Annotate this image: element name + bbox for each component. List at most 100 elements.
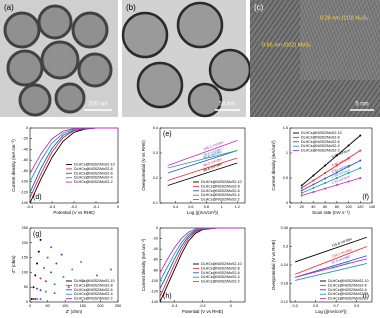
x-tick-label: 20 [300, 205, 304, 209]
slope-annotation: 98.3 mV/dec [203, 157, 223, 168]
scale-bar-label: 200 nm [88, 102, 108, 108]
x-axis-label: Log (j(mA/cm²)) [187, 210, 219, 215]
legend-label: DLHCs@Ni3S2/MoS2-10 [328, 279, 369, 283]
y-tick-label: 1 [286, 151, 288, 155]
x-tick-label: 100 [62, 304, 68, 308]
panel-label: (h) [163, 293, 172, 300]
y-axis-label: -Z'' (ohm) [11, 255, 16, 274]
series-line [167, 162, 238, 186]
legend-label: DLHCs@Ni3S2/MoS2-6 [201, 189, 240, 193]
x-axis-label: Potential (V vs RHE) [182, 309, 224, 314]
series-line [301, 167, 361, 194]
y-axis-label: Current density (mA cm⁻²) [11, 139, 16, 192]
slope-annotation: 108.1 mV/dec [203, 140, 225, 151]
x-tick-label: -0.4 [27, 205, 34, 209]
data-point [359, 159, 362, 162]
x-tick-label: 250 [115, 304, 121, 308]
slope-annotation: 115.8 mV/dec [331, 237, 353, 248]
data-point [347, 165, 350, 168]
data-point [34, 274, 37, 277]
legend-label: DLHCs@Ni3S2/MoS2-8 [74, 167, 113, 171]
legend-label: DLHCs@Ni3S2/MoS2-6 [74, 288, 113, 292]
legend-label: DLHCs@Ni3S2/MoS2-6 [301, 140, 340, 144]
series-line [301, 150, 361, 189]
data-point [324, 187, 327, 190]
y-axis-label: Overpotential (V vs RHE) [271, 239, 276, 290]
data-point [43, 266, 46, 269]
legend-label: DLHCs@Ni3S2/MoS2-4 [201, 275, 240, 279]
data-point [347, 172, 350, 174]
legend-label: DLHCs@Ni3S2/MoS2-6 [201, 271, 240, 275]
y-tick-label: 0.1 [153, 201, 158, 205]
data-point [50, 246, 53, 249]
data-point [335, 171, 338, 174]
series-line [301, 177, 361, 196]
x-axis-label: Scan rate (mV s⁻¹) [312, 210, 350, 215]
data-point [55, 262, 58, 265]
chart: 0 50 100 150 200 250 0 50 100 150 200 250 Z' (ohm) -Z… [11, 226, 121, 314]
x-tick-label: -0.2 [71, 205, 78, 209]
data-point [324, 164, 327, 167]
lattice-annotation: 0.65 nm (002) MoS₂ [262, 42, 311, 48]
y-tick-label: -100 [150, 279, 158, 283]
y-tick-label: 200 [22, 241, 28, 245]
x-tick-label: 0.8 [204, 205, 209, 209]
slope-annotation: 98.8 mV/dec [203, 162, 223, 173]
y-tick-label: -40 [23, 147, 29, 151]
y-tick-label: 1.5 [283, 126, 288, 130]
slope-annotation: 5.99 mF/cm² [331, 148, 352, 159]
data-point [60, 253, 63, 256]
series-line [294, 246, 368, 275]
legend-label: DLHCs@Ni3S2/MoS2-10 [74, 162, 115, 166]
slope-annotation: 3.91 mF/cm² [331, 163, 352, 174]
data-point [335, 184, 338, 186]
data-point [312, 191, 315, 193]
legend-label: DLHCs@Ni3S2/MoS2-10 [201, 180, 242, 184]
series-line [295, 263, 367, 281]
data-point [32, 298, 35, 301]
data-point [335, 154, 338, 157]
y-tick-label: 0.36 [281, 226, 288, 230]
scale-bar-label: 50 nm [219, 102, 236, 108]
x-tick-label: 120 [357, 205, 363, 209]
x-tick-label: 1 [221, 205, 223, 209]
plot-frame [29, 227, 119, 303]
series-line [167, 150, 238, 174]
x-tick-label: 0 [117, 205, 119, 209]
x-axis-label: Log (j(mA/cm²)) [315, 309, 347, 314]
y-tick-label: -100 [20, 180, 28, 184]
legend-label: DLHCs@Ni3S2/MoS2-6 [328, 288, 367, 292]
panel-label: (g) [33, 231, 42, 238]
x-tick-label: 80 [335, 205, 339, 209]
series-line [301, 160, 361, 191]
legend-label: DLHCs@Ni3S2/MoS2-4 [328, 292, 367, 296]
data-point [39, 289, 42, 292]
scale-bar-label: 5 nm [355, 102, 368, 108]
legend-label: DLHCs@Ni3S2/MoS2-4 [74, 176, 113, 180]
y-tick-label: 0.3 [153, 151, 158, 155]
data-point [32, 286, 35, 289]
series-line [167, 140, 238, 166]
data-point [347, 157, 350, 159]
data-point [30, 298, 33, 301]
y-tick-label: 100 [22, 270, 28, 274]
data-point [312, 187, 315, 189]
x-tick-label: 0 [29, 304, 31, 308]
y-tick-label: 0.5 [283, 176, 288, 180]
data-point [324, 172, 327, 174]
x-tick-label: 60 [323, 205, 327, 209]
data-point [44, 290, 47, 293]
y-tick-label: 0.2 [153, 176, 158, 180]
y-tick-label: 0 [156, 226, 158, 230]
x-tick-label: 1.2 [235, 205, 240, 209]
y-tick-label: 0.18 [281, 282, 288, 286]
legend-label: DLHCs@Ni3S2/MoS2-8 [301, 135, 340, 139]
data-point [36, 262, 39, 265]
data-point [81, 280, 84, 283]
legend-label: DLHCs@Ni3S2/MoS2-2 [301, 149, 340, 153]
x-tick-label: -0.4 [171, 304, 178, 308]
x-tick-label: 0.4 [173, 205, 178, 209]
legend-label: DLHCs@Ni3S2/MoS2-4 [74, 292, 113, 296]
y-tick-label: 0.3 [283, 245, 288, 249]
